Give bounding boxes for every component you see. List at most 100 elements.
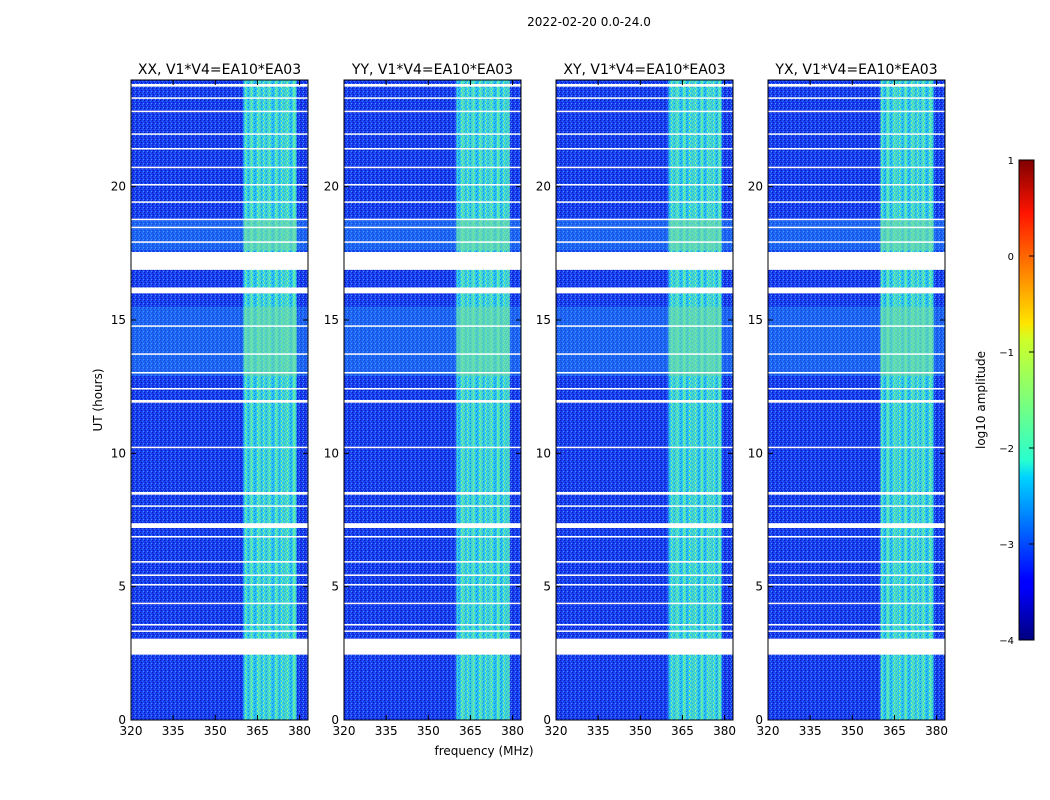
flagged-row [344,574,521,576]
flagged-row [768,287,945,294]
flagged-row [344,505,521,507]
flagged-row [344,325,521,327]
flagged-row [556,505,733,507]
flagged-row [768,353,945,355]
flagged-row [131,372,308,374]
y-tick-label: 0 [331,713,339,727]
y-tick-label: 0 [755,713,763,727]
enhanced-interval [768,218,945,251]
x-tick-label: 320 [757,724,780,738]
panel-xx: XX, V1*V4=EA10*EA03 320 335 350 365 380 0 5 10 15… [111,62,311,738]
enhanced-rfi [668,218,722,251]
x-tick-label: 380 [501,724,524,738]
flagged-row [344,353,521,355]
flagged-row [556,133,733,135]
x-tick-label: 380 [925,724,948,738]
flagged-row [131,400,308,403]
flagged-row [556,325,733,327]
enhanced-interval [556,218,733,251]
flagged-row [344,252,521,270]
flagged-row [768,166,945,169]
y-tick-label: 10 [111,446,126,460]
flagged-row [556,287,733,294]
flagged-row [556,602,733,605]
flagged-row [556,372,733,374]
flagged-row [131,492,308,495]
x-tick-label: 335 [587,724,610,738]
x-tick-label: 335 [375,724,398,738]
flagged-row [768,218,945,221]
enhanced-rfi [880,306,934,376]
x-tick-label: 365 [883,724,906,738]
flagged-row [344,492,521,495]
flagged-row [131,523,308,528]
flagged-row [768,388,945,390]
flagged-row [556,630,733,632]
flagged-row [768,400,945,403]
flagged-row [768,372,945,374]
flagged-row [131,241,308,243]
x-tick-label: 320 [545,724,568,738]
y-tick-label: 10 [748,446,763,460]
flagged-row [768,252,945,270]
flagged-row [768,184,945,186]
flagged-row [344,388,521,390]
flagged-row [344,584,521,586]
figure-suptitle: 2022-02-20 0.0-24.0 [527,15,651,29]
x-axis-label: frequency (MHz) [434,744,533,758]
flagged-row [344,201,521,203]
flagged-row [768,638,945,655]
flagged-row [344,536,521,538]
flagged-row [344,148,521,150]
panel-title: XY, V1*V4=EA10*EA03 [563,62,725,78]
enhanced-rfi [243,306,297,376]
flagged-row [344,523,521,528]
flagged-row [556,561,733,563]
x-tick-label: 350 [841,724,864,738]
flagged-row [344,446,521,449]
flagged-row [556,492,733,495]
y-tick-label: 0 [118,713,126,727]
flagged-row [131,624,308,626]
enhanced-rfi [456,218,510,251]
x-tick-label: 320 [120,724,143,738]
flagged-row [131,110,308,113]
colorbar-tick-label: 0 [1008,252,1014,263]
panel-frame [555,79,734,721]
panel-yx: YX, V1*V4=EA10*EA03 320 335 350 365 380 0 5 10 15… [748,62,948,738]
y-tick-label: 15 [536,313,551,327]
panel-title: YY, V1*V4=EA10*EA03 [351,62,513,78]
flagged-row [131,84,308,87]
flagged-row [556,584,733,586]
flagged-row [131,252,308,270]
flagged-row [768,133,945,135]
enhanced-interval [131,306,308,376]
flagged-row [768,523,945,528]
flagged-row [768,536,945,538]
y-tick-label: 5 [331,580,339,594]
y-tick-label: 20 [324,180,339,194]
flagged-row [768,624,945,626]
x-tick-label: 365 [459,724,482,738]
y-tick-label: 0 [543,713,551,727]
flagged-row [344,630,521,632]
flagged-row [131,536,308,538]
colorbar-ticks: −4 −3 −2 −1 0 1 [999,156,1034,647]
colorbar: −4 −3 −2 −1 0 1 log10 amplitude [974,156,1035,647]
flagged-row [556,400,733,403]
flagged-row [131,574,308,576]
flagged-row [768,110,945,113]
flagged-row [768,505,945,507]
y-tick-label: 15 [111,313,126,327]
y-tick-label: 15 [748,313,763,327]
flagged-row [344,638,521,655]
flagged-row [556,201,733,203]
y-tick-label: 5 [543,580,551,594]
flagged-row [131,287,308,294]
y-tick-label: 20 [748,180,763,194]
flagged-row [131,630,308,632]
y-tick-label: 20 [536,180,551,194]
x-tick-label: 350 [417,724,440,738]
flagged-row [131,584,308,586]
